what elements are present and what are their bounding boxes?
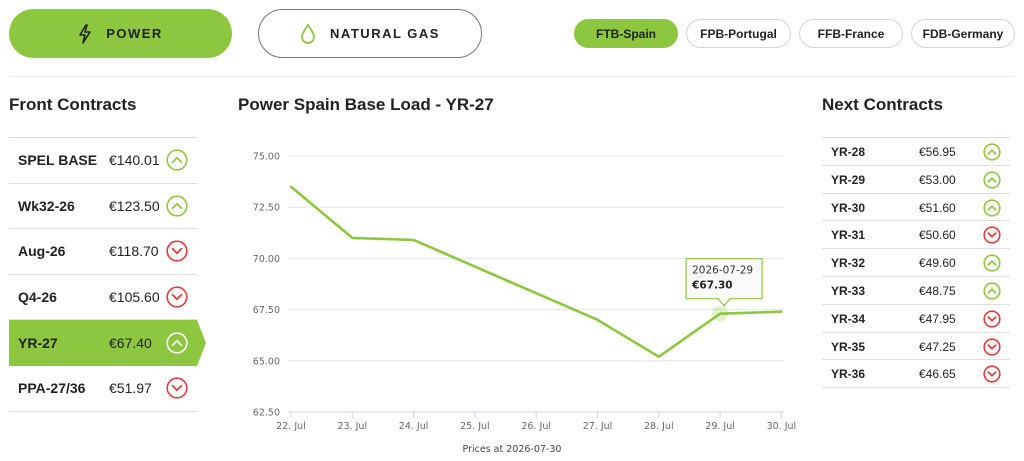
front-contract-row[interactable]: PPA-27/36 €51.97 (9, 366, 197, 412)
x-tick-label: 30. Jul (767, 421, 797, 432)
next-contract-row[interactable]: YR-30 €51.60 (822, 194, 1010, 222)
x-tick-label: 28. Jul (644, 421, 674, 432)
tooltip-value: €67.30 (691, 280, 733, 292)
front-contract-row[interactable]: Q4-26 €105.60 (9, 275, 197, 321)
contract-name: PPA-27/36 (18, 380, 86, 397)
market-ftb-spain[interactable]: FTB-Spain (574, 19, 678, 48)
arrow-up-icon (166, 149, 188, 171)
arrow-down-icon (983, 310, 1001, 328)
contract-price: €47.25 (919, 339, 956, 354)
market-fpb-portugal[interactable]: FPB-Portugal (686, 19, 791, 48)
contract-name: YR-34 (831, 311, 866, 326)
x-tick-label: 25. Jul (460, 421, 490, 432)
arrow-up-icon (983, 282, 1001, 300)
contract-price: €46.65 (919, 367, 956, 382)
front-contract-row[interactable]: YR-27 €67.40 (9, 320, 206, 366)
contract-name: SPEL BASE (18, 152, 98, 169)
next-contract-row[interactable]: YR-36 €46.65 (822, 360, 1010, 389)
contract-name: YR-28 (831, 145, 866, 159)
next-contract-row[interactable]: YR-34 €47.95 (822, 305, 1010, 333)
arrow-up-icon (983, 198, 1001, 217)
contract-price: €105.60 (109, 289, 160, 306)
drop-icon (300, 22, 316, 45)
contract-price: €51.60 (919, 200, 956, 215)
front-contract-row[interactable]: Aug-26 €118.70 (9, 229, 197, 275)
x-tick-label: 26. Jul (521, 421, 551, 432)
contract-name: YR-31 (831, 228, 866, 243)
contract-name: YR-33 (831, 283, 866, 298)
x-tick-label: 29. Jul (705, 421, 735, 432)
next-contract-row[interactable]: YR-29 €53.00 (822, 166, 1010, 194)
arrow-up-icon (983, 143, 1001, 161)
chart-footer: Prices at 2026-07-30 (463, 444, 562, 455)
arrow-down-icon (166, 286, 188, 308)
contract-price: €123.50 (109, 197, 160, 214)
next-contract-row[interactable]: YR-33 €48.75 (822, 277, 1010, 305)
contract-price: €53.00 (919, 172, 956, 187)
next-contracts-list: YR-28 €56.95 YR-29 €53.00 YR-30 €51.60 Y… (822, 137, 1010, 389)
power-tab-label: POWER (106, 26, 163, 41)
contract-price: €47.95 (919, 311, 956, 326)
contract-name: Q4-26 (18, 289, 57, 306)
front-contracts-list: SPEL BASE €140.01 Wk32-26 €123.50 Aug-26… (9, 137, 206, 412)
contract-price: €50.60 (919, 228, 956, 243)
arrow-down-icon (983, 365, 1001, 383)
market-ffb-france[interactable]: FFB-France (799, 19, 903, 48)
front-contracts-title: Front Contracts (9, 95, 137, 114)
arrow-down-icon (166, 377, 188, 399)
tooltip-box (685, 258, 763, 307)
contract-price: €51.97 (109, 380, 152, 397)
contract-name: YR-30 (831, 200, 866, 215)
lightning-icon (78, 23, 92, 44)
next-contract-row[interactable]: YR-35 €47.25 (822, 333, 1010, 361)
y-tick-label: 72.50 (253, 203, 280, 214)
header-divider (9, 76, 1015, 77)
arrow-down-icon (166, 240, 188, 263)
chart-title: Power Spain Base Load - YR-27 (238, 95, 494, 114)
natural-gas-tab-label: NATURAL GAS (330, 26, 440, 41)
price-chart[interactable]: 75.00 72.50 70.00 67.50 65.00 62.50 22. Jul 23.… (238, 140, 798, 458)
y-tick-label: 75.00 (253, 152, 280, 163)
x-tick-label: 22. Jul (276, 421, 306, 432)
next-contracts-title: Next Contracts (822, 95, 943, 114)
contract-name: Aug-26 (18, 243, 66, 260)
contract-price: €48.75 (919, 283, 956, 298)
x-tick-label: 23. Jul (338, 421, 368, 432)
x-tick-label: 24. Jul (399, 421, 429, 432)
next-contract-row[interactable]: YR-32 €49.60 (822, 249, 1010, 277)
contract-name: YR-36 (831, 367, 866, 382)
y-tick-label: 65.00 (253, 356, 280, 367)
y-tick-label: 67.50 (253, 305, 280, 316)
front-contract-row[interactable]: Wk32-26 €123.50 (9, 184, 197, 230)
contract-price: €56.95 (919, 145, 956, 159)
arrow-up-icon (166, 195, 188, 217)
y-tick-label: 70.00 (253, 254, 280, 265)
next-contract-row[interactable]: YR-31 €50.60 (822, 221, 1010, 250)
market-fdb-germany[interactable]: FDB-Germany (911, 19, 1015, 48)
contract-name: YR-32 (831, 256, 866, 271)
front-contract-row[interactable]: SPEL BASE €140.01 (9, 138, 197, 184)
natural-gas-tab[interactable]: NATURAL GAS (258, 9, 482, 58)
arrow-up-icon (983, 254, 1001, 272)
contract-price: €67.40 (109, 334, 152, 351)
contract-price: €49.60 (919, 256, 956, 271)
arrow-down-icon (983, 226, 1001, 244)
contract-name: YR-35 (831, 339, 866, 354)
contract-name: Wk32-26 (18, 197, 75, 214)
contract-price: €118.70 (109, 243, 159, 260)
next-contract-row[interactable]: YR-28 €56.95 (822, 138, 1010, 166)
arrow-up-icon (983, 171, 1001, 189)
power-tab[interactable]: POWER (9, 9, 232, 58)
arrow-up-icon (166, 332, 188, 354)
x-tick-label: 27. Jul (583, 421, 613, 432)
y-tick-label: 62.50 (253, 408, 280, 419)
hover-halo (712, 305, 729, 322)
contract-name: YR-29 (831, 172, 866, 187)
contract-name: YR-27 (18, 334, 58, 351)
arrow-down-icon (983, 337, 1001, 356)
contract-price: €140.01 (109, 152, 160, 169)
tooltip-date: 2026-07-29 (692, 265, 753, 277)
